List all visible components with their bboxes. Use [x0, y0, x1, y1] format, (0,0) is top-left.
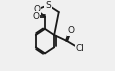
Text: O: O: [67, 26, 74, 35]
Text: O: O: [32, 12, 39, 21]
Text: S: S: [45, 1, 50, 10]
Text: Cl: Cl: [75, 44, 84, 53]
Text: O: O: [33, 5, 40, 14]
